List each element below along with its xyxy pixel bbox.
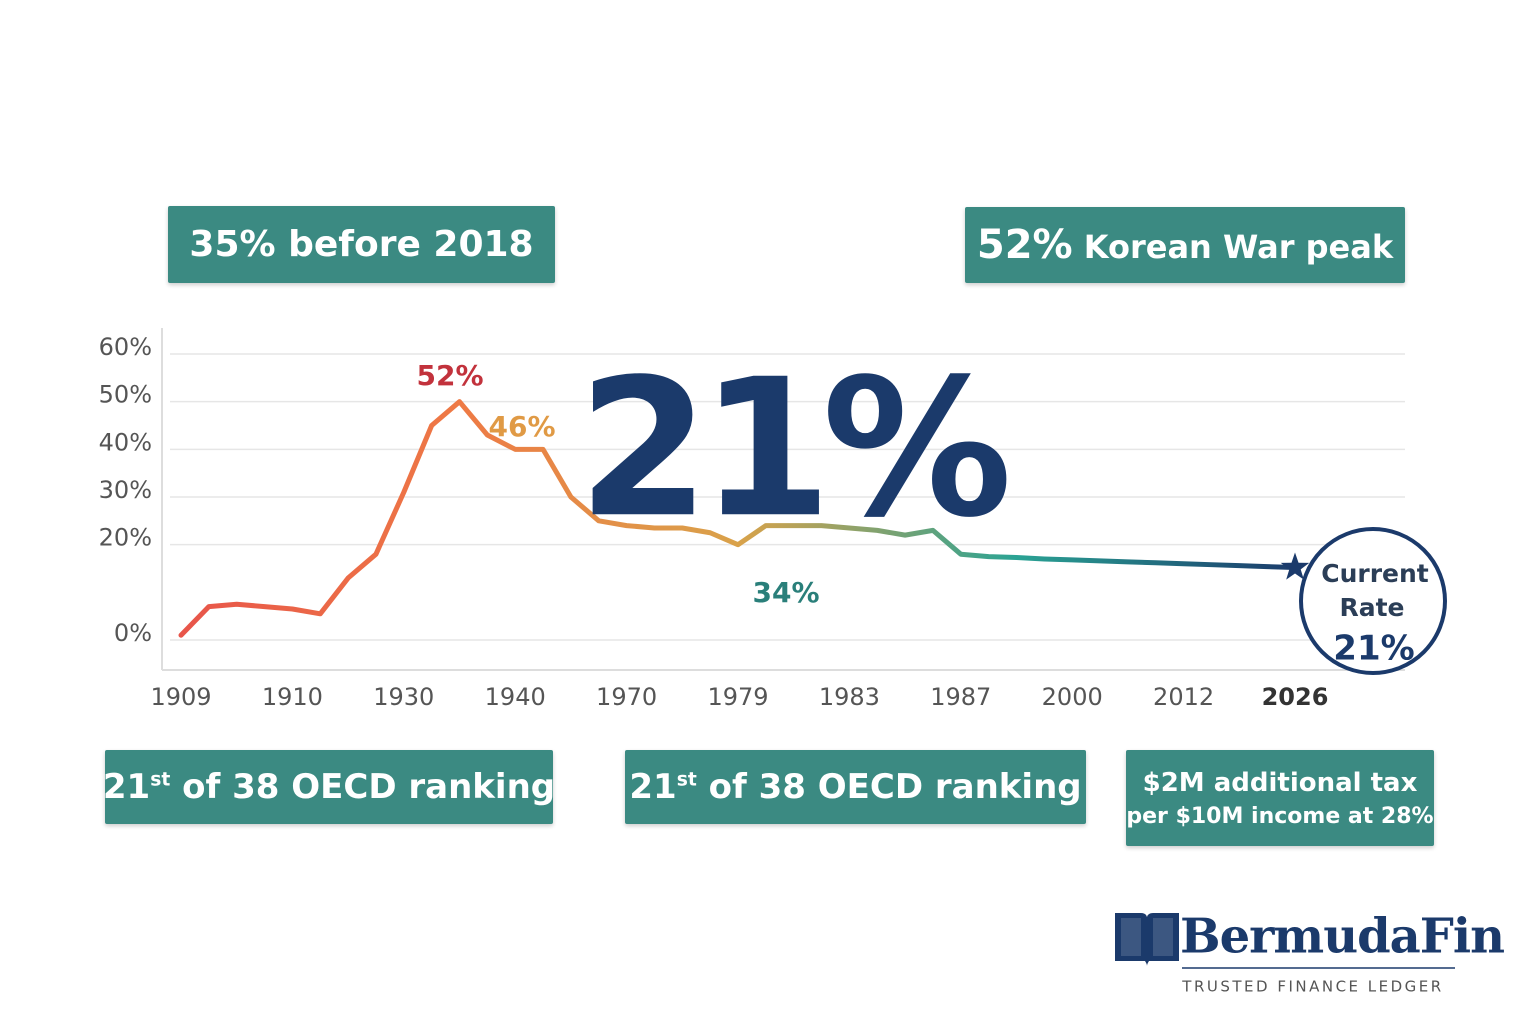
x-tick-label: 1983 (819, 683, 880, 711)
logo-icon-pages (1121, 918, 1173, 956)
callout-suffix: st (150, 769, 171, 791)
callout: $2M additional tax per $10M income at 28% (1126, 750, 1434, 846)
callout-suffix: st (676, 769, 697, 791)
callout-text: before 2018 (288, 224, 534, 265)
rate-circle-label: Current (1321, 559, 1429, 588)
x-tick-label: 1910 (262, 683, 323, 711)
annotation: 52% (416, 359, 483, 392)
y-tick-label: 50% (99, 381, 152, 409)
callout-text: of 38 OECD ranking (182, 767, 556, 807)
callout-lead: 35% (189, 224, 276, 265)
y-tick-label: 20% (99, 524, 152, 552)
logo-tagline: TRUSTED FINANCE LEDGER (1181, 978, 1443, 996)
callout-lead: 21 (102, 767, 151, 807)
logo-name: BermudaFin (1180, 909, 1504, 965)
x-tick-label: 1970 (596, 683, 657, 711)
logo-icon (1115, 913, 1179, 966)
callout-text: of 38 OECD ranking (708, 767, 1082, 807)
x-tick-label: 1930 (373, 683, 434, 711)
annotation: 46% (488, 410, 555, 443)
callout-lead: 21 (629, 767, 677, 807)
x-tick-label: 2000 (1042, 683, 1103, 711)
callout-text: $2M additional tax (1142, 767, 1418, 798)
x-tick-label: 2012 (1153, 683, 1214, 711)
rate-circle-label: Rate (1339, 593, 1404, 622)
rate-circle (1299, 527, 1447, 675)
x-tick-label: 1940 (485, 683, 546, 711)
logo: BermudaFin TRUSTED FINANCE LEDGER (1115, 909, 1505, 996)
callout: 21st of 38 OECD ranking (102, 750, 556, 824)
y-tick-label: 0% (114, 619, 152, 647)
rate-circle-value: 21% (1333, 629, 1414, 669)
x-tick-label: 1979 (707, 683, 768, 711)
headline-rate: 21% (578, 338, 1007, 559)
y-tick-label: 30% (99, 476, 152, 504)
callout: 21st of 38 OECD ranking (625, 750, 1086, 824)
current-rate-star (1280, 552, 1310, 580)
callout: 52% Korean War peak (965, 207, 1405, 283)
callout-lead: 52% (976, 222, 1073, 268)
x-tick-label: 1987 (930, 683, 991, 711)
callout-text: Korean War peak (1083, 228, 1394, 266)
annotation: 34% (752, 576, 819, 609)
y-tick-label: 60% (99, 333, 152, 361)
y-tick-label: 40% (99, 428, 152, 456)
callout: 35% before 2018 (168, 206, 555, 283)
x-tick-label: 1909 (150, 683, 211, 711)
callout-text: per $10M income at 28% (1126, 803, 1434, 829)
rate-line (178, 399, 1298, 638)
x-tick-label: 2026 (1262, 683, 1329, 711)
